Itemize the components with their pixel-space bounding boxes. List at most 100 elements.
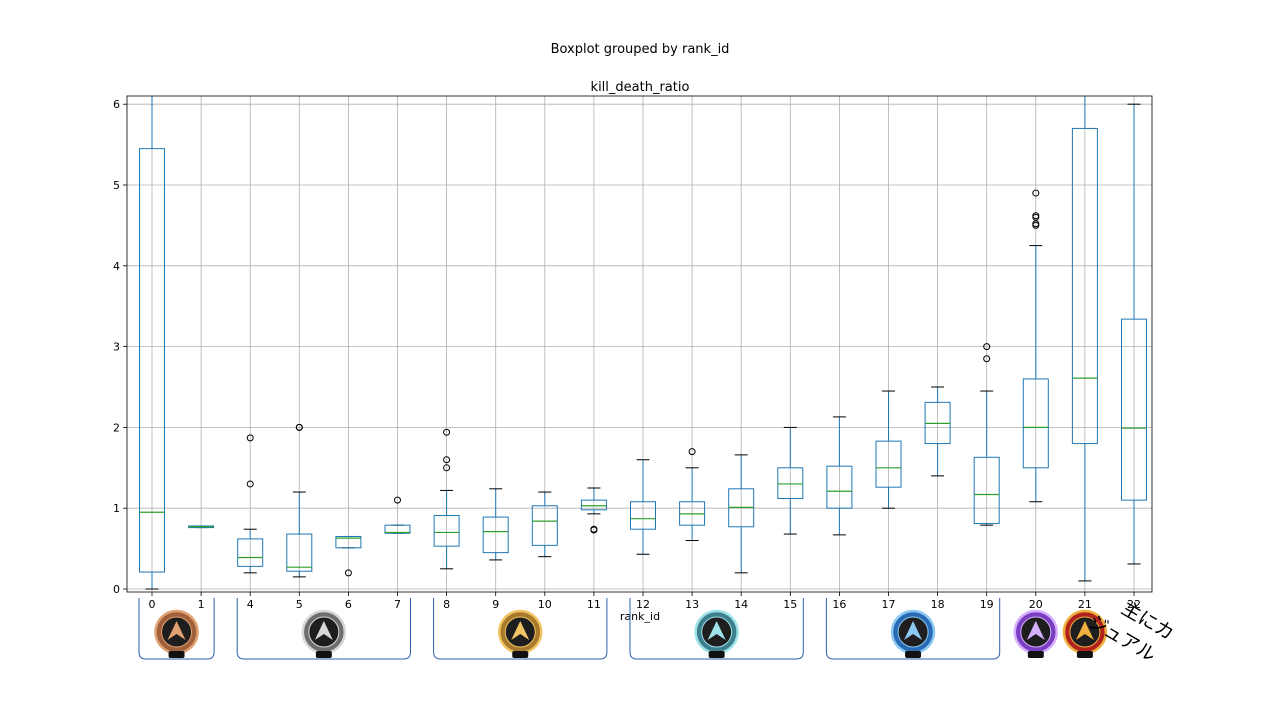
emblem-base	[1027, 651, 1044, 658]
box-rank-15	[777, 426, 804, 535]
platinum-rank-emblem-group	[629, 598, 804, 660]
y-tick-label: 3	[113, 341, 120, 354]
emblem-base	[315, 651, 332, 658]
box-rank-5	[286, 423, 313, 578]
gold-rank-emblem	[498, 609, 543, 658]
emblem-glyph	[707, 621, 726, 640]
x-tick-label: 10	[538, 598, 552, 611]
box-rank-22	[1121, 103, 1147, 565]
box-body	[777, 467, 804, 500]
x-tick-label: 6	[345, 598, 352, 611]
rank-bracket	[138, 598, 215, 660]
x-tick-label: 1	[198, 598, 205, 611]
emblem-glyph	[1075, 621, 1094, 640]
x-tick-label: 21	[1078, 598, 1092, 611]
box-body	[139, 148, 165, 573]
box-body	[580, 499, 607, 511]
x-tick-label: 9	[492, 598, 499, 611]
master-rank-emblem	[1013, 609, 1059, 658]
x-axis-label: rank_id	[620, 610, 660, 623]
box-rank-14	[728, 454, 755, 574]
rank-bracket	[629, 598, 804, 660]
y-tick-label: 4	[113, 260, 120, 273]
box-body	[973, 456, 1000, 525]
y-axis: 0 1 2 3 4 5 6	[113, 98, 127, 596]
outlier-point	[590, 525, 598, 533]
box-series	[139, 96, 1147, 590]
box-body	[1022, 378, 1049, 469]
silver-rank-emblem	[301, 609, 347, 658]
diamond-rank-emblem	[890, 609, 936, 658]
x-tick-label: 12	[636, 598, 650, 611]
box-rank-9	[482, 488, 509, 561]
chart-title: kill_death_ratio	[591, 80, 690, 95]
y-tick-label: 6	[113, 98, 120, 111]
box-rank-0	[139, 96, 165, 590]
x-tick-label: 18	[931, 598, 945, 611]
box-rank-7	[384, 496, 411, 534]
x-tick-label: 20	[1029, 598, 1043, 611]
gold-rank-emblem-group	[433, 598, 608, 660]
box-body	[875, 440, 902, 488]
outlier-point	[246, 434, 254, 442]
emblem-glyph	[511, 621, 530, 640]
emblem-base	[905, 651, 922, 658]
box-body	[482, 516, 509, 554]
box-rank-6	[335, 535, 362, 577]
outlier-point	[688, 448, 696, 456]
box-rank-12	[630, 459, 656, 555]
outlier-point	[394, 496, 401, 504]
box-rank-20	[1022, 189, 1049, 503]
x-tick-label: 4	[247, 598, 254, 611]
box-body	[286, 533, 313, 572]
bronze-rank-emblem-group	[138, 598, 215, 660]
box-body	[335, 535, 362, 549]
silver-rank-emblem-group	[236, 598, 411, 660]
platinum-rank-emblem	[694, 609, 739, 658]
box-rank-8	[433, 428, 460, 570]
x-tick-label: 14	[734, 598, 748, 611]
y-tick-label: 1	[113, 502, 120, 515]
box-body	[826, 465, 853, 509]
outlier-point	[443, 464, 451, 472]
outlier-point	[983, 343, 991, 351]
box-rank-21	[1071, 96, 1098, 582]
box-body	[384, 524, 411, 534]
box-body	[433, 514, 460, 547]
x-tick-label: 13	[685, 598, 699, 611]
handwritten-annotation: 主にカ ジュアル	[1084, 597, 1177, 666]
box-body	[237, 538, 264, 567]
outlier-point	[246, 480, 254, 488]
box-rank-13	[679, 448, 706, 542]
rank-bracket	[825, 598, 1001, 660]
emblem-glyph	[904, 621, 923, 640]
box-rank-10	[531, 491, 558, 558]
box-rank-17	[875, 390, 902, 509]
box-rank-16	[826, 416, 853, 536]
x-axis: 0 1 4 5 6 7 8 9 10 11 12 13 14 15 16 17 18 19 20 21 22	[149, 592, 1141, 611]
emblem-glyph	[314, 621, 333, 640]
rank-emblems	[138, 598, 1108, 660]
outlier-point	[1032, 189, 1040, 197]
x-tick-label: 16	[832, 598, 846, 611]
plot-frame	[126, 95, 1153, 593]
y-tick-label: 2	[113, 421, 120, 434]
box-body	[1121, 318, 1147, 501]
outlier-point	[295, 423, 303, 431]
x-tick-label: 22	[1127, 598, 1141, 611]
x-tick-label: 17	[882, 598, 896, 611]
grid	[127, 96, 1152, 592]
x-tick-label: 15	[783, 598, 797, 611]
x-tick-label: 19	[980, 598, 994, 611]
bronze-rank-emblem	[154, 609, 199, 658]
y-tick-label: 0	[113, 583, 120, 596]
diamond-rank-emblem-group	[825, 598, 1001, 660]
x-tick-label: 5	[296, 598, 303, 611]
predator-rank-emblem	[1062, 609, 1108, 658]
x-tick-label: 11	[587, 598, 601, 611]
chart-suptitle: Boxplot grouped by rank_id	[551, 42, 730, 57]
y-tick-label: 5	[113, 179, 120, 192]
outlier-point	[443, 428, 451, 436]
box-rank-4	[237, 434, 264, 574]
box-rank-1	[188, 525, 215, 529]
